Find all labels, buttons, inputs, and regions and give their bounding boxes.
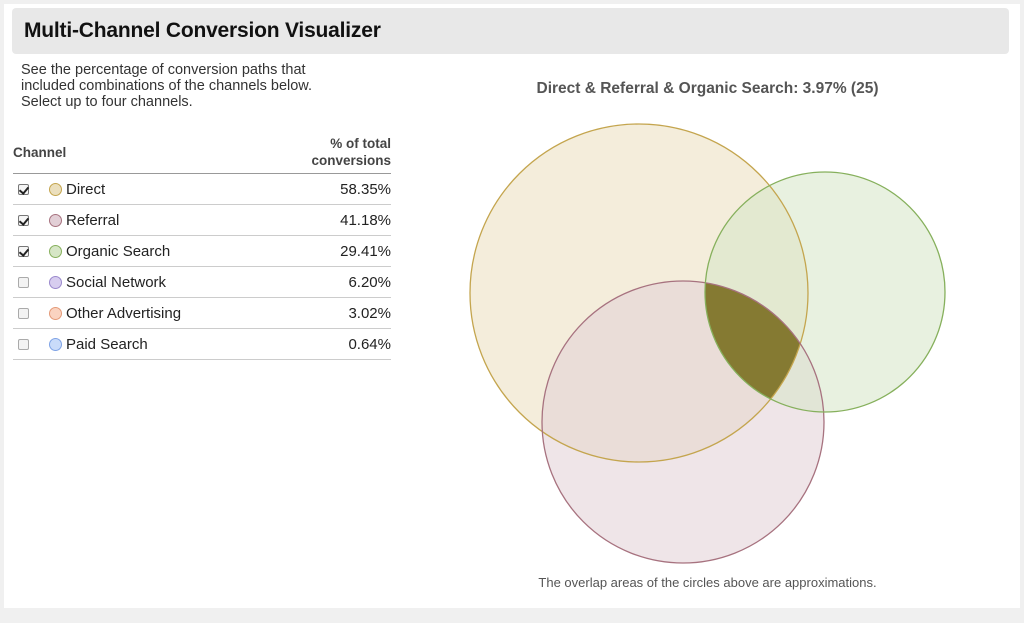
channel-percent: 3.02% bbox=[262, 297, 391, 329]
channel-checkbox[interactable] bbox=[18, 245, 29, 257]
venn-intersection-direct-referral-organic[interactable] bbox=[705, 172, 945, 412]
channel-percent: 41.18% bbox=[262, 204, 391, 236]
channel-name: Direct bbox=[66, 180, 106, 198]
intro-line: See the percentage of conversion paths t… bbox=[21, 62, 306, 78]
channel-name: Social Network bbox=[66, 273, 167, 291]
checkbox-cell bbox=[13, 173, 49, 205]
channel-checkbox[interactable] bbox=[18, 183, 29, 195]
channel-row-social-network[interactable]: Social Network 6.20% bbox=[13, 266, 391, 298]
percent-header-line2: conversions bbox=[311, 153, 391, 168]
channel-name: Organic Search bbox=[66, 242, 171, 260]
table-header-row: Channel % of total conversions bbox=[13, 131, 391, 174]
intro-line: included combinations of the channels be… bbox=[21, 78, 312, 94]
channel-percent: 58.35% bbox=[262, 173, 391, 205]
venn-outline-referral bbox=[541, 280, 825, 564]
channel-percent: 6.20% bbox=[262, 266, 391, 298]
channel-name-cell: Direct bbox=[49, 173, 263, 205]
channel-row-referral[interactable]: Referral 41.18% bbox=[13, 204, 391, 236]
checkbox-cell bbox=[13, 266, 49, 298]
channel-name-cell: Organic Search bbox=[49, 235, 263, 267]
channel-row-organic-search[interactable]: Organic Search 29.41% bbox=[13, 235, 391, 267]
channel-name-cell: Paid Search bbox=[49, 328, 263, 360]
channel-color-swatch bbox=[49, 306, 62, 320]
channel-name: Other Advertising bbox=[66, 304, 182, 322]
channel-checkbox[interactable] bbox=[18, 276, 29, 288]
channel-checkbox[interactable] bbox=[18, 338, 29, 350]
checkbox-cell bbox=[13, 204, 49, 236]
channel-name-cell: Social Network bbox=[49, 266, 263, 298]
channel-color-swatch bbox=[49, 337, 62, 351]
channel-color-swatch bbox=[49, 244, 62, 258]
channel-percent: 29.41% bbox=[262, 235, 391, 267]
channel-checkbox[interactable] bbox=[18, 214, 29, 226]
channel-color-swatch bbox=[49, 213, 62, 227]
channel-percent: 0.64% bbox=[262, 328, 391, 360]
percent-column-header: % of total conversions bbox=[262, 131, 391, 174]
channel-name: Referral bbox=[66, 211, 120, 229]
checkbox-cell bbox=[13, 328, 49, 360]
approximation-note: The overlap areas of the circles above a… bbox=[538, 575, 877, 590]
intro-line: Select up to four channels. bbox=[21, 94, 193, 110]
channel-name: Paid Search bbox=[66, 335, 148, 353]
venn-outline-direct bbox=[469, 123, 809, 463]
channel-table: Channel % of total conversions Direct 58.… bbox=[13, 131, 391, 360]
channel-name-cell: Referral bbox=[49, 204, 263, 236]
channel-color-swatch bbox=[49, 182, 62, 196]
percent-header-line1: % of total bbox=[330, 136, 391, 151]
venn-outline-organic-search bbox=[704, 171, 946, 413]
channel-name-cell: Other Advertising bbox=[49, 297, 263, 329]
checkbox-cell bbox=[13, 297, 49, 329]
header-bar: Multi-Channel Conversion Visualizer bbox=[12, 8, 1009, 54]
channel-row-other-advertising[interactable]: Other Advertising 3.02% bbox=[13, 297, 391, 329]
channel-color-swatch bbox=[49, 275, 62, 289]
channel-row-direct[interactable]: Direct 58.35% bbox=[13, 173, 391, 205]
channel-checkbox[interactable] bbox=[18, 307, 29, 319]
channel-column-header: Channel bbox=[13, 131, 263, 174]
checkbox-cell bbox=[13, 235, 49, 267]
intro-text: See the percentage of conversion paths t… bbox=[21, 62, 401, 110]
chart-title: Direct & Referral & Organic Search: 3.97… bbox=[536, 80, 879, 97]
channel-row-paid-search[interactable]: Paid Search 0.64% bbox=[13, 328, 391, 360]
page-title: Multi-Channel Conversion Visualizer bbox=[24, 19, 381, 42]
